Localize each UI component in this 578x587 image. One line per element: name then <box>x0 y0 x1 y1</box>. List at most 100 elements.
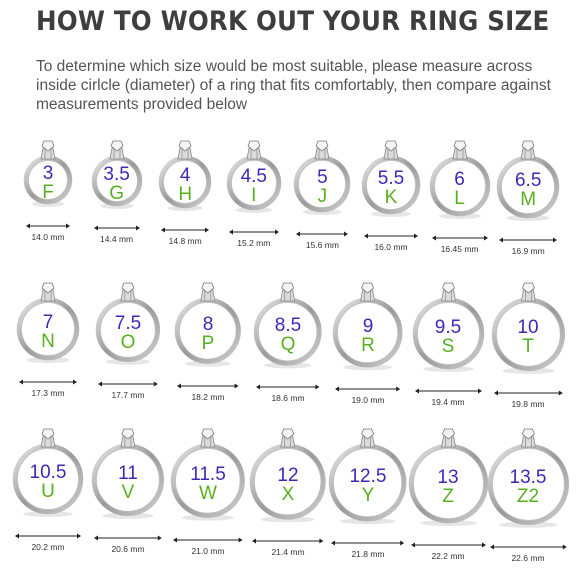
diameter-label: 20.2 mm <box>31 542 65 552</box>
diameter-arrow-icon <box>410 542 486 548</box>
ring-with-diamond-icon <box>429 140 490 219</box>
ring-with-diamond-icon <box>174 282 242 367</box>
ring-size-letter: S <box>441 335 455 357</box>
ring-size-number: 4.5 <box>240 166 267 187</box>
ring-with-diamond-icon <box>226 140 282 213</box>
ring-size-number: 6.5 <box>514 170 542 191</box>
diameter-arrow-icon <box>19 379 77 385</box>
ring-with-diamond-icon <box>250 428 326 523</box>
ring-size-item: 3.5 G 14.4 mm <box>88 140 146 262</box>
ring-size-item: 5.5 K 16.0 mm <box>358 140 424 270</box>
ring-with-diamond-icon <box>170 428 246 521</box>
ring-size-item: 6 L 16.45 mm <box>426 140 494 272</box>
ring-size-letter: I <box>251 185 257 206</box>
ring-with-diamond-icon <box>95 282 161 365</box>
ring-size-item: 7 N 17.3 mm <box>13 282 83 416</box>
diameter-label: 14.4 mm <box>100 234 134 244</box>
diameter-label: 17.7 mm <box>111 389 145 400</box>
ring-size-number: 7.5 <box>114 312 142 334</box>
ring-size-letter: L <box>454 188 465 209</box>
ring-size-item: 8.5 Q 18.6 mm <box>250 282 325 421</box>
diameter-arrow-icon <box>489 544 567 550</box>
ring-size-number: 13.5 <box>509 467 547 489</box>
diameter-label: 15.2 mm <box>237 238 271 248</box>
ring-size-item: 12.5 Y 21.8 mm <box>325 428 410 577</box>
ring-with-diamond-icon <box>12 428 84 517</box>
diameter-label: 15.6 mm <box>305 240 339 250</box>
ring-size-item: 11 V 20.6 mm <box>88 428 168 572</box>
ring-size-number: 11.5 <box>190 463 226 485</box>
diameter-arrow-icon <box>414 388 482 394</box>
diameter-arrow-icon <box>173 537 243 543</box>
ring-with-diamond-icon <box>408 428 488 526</box>
ring-size-number: 6 <box>454 169 465 190</box>
diameter-arrow-icon <box>26 223 70 229</box>
ring-size-letter: V <box>121 481 135 503</box>
diameter-label: 18.2 mm <box>191 391 225 402</box>
ring-size-item: 6.5 M 16.9 mm <box>493 140 563 274</box>
ring-size-number: 4 <box>179 165 191 186</box>
ring-size-item: 11.5 W 21.0 mm <box>167 428 249 574</box>
diameter-label: 22.2 mm <box>431 551 465 561</box>
diameter-arrow-icon <box>228 229 279 235</box>
diameter-arrow-icon <box>177 383 239 389</box>
ring-with-diamond-icon <box>91 428 165 519</box>
ring-size-number: 9.5 <box>434 316 462 338</box>
ring-size-item: 3 F 14.0 mm <box>20 140 76 260</box>
ring-size-letter: Z2 <box>516 486 540 508</box>
ring-with-diamond-icon <box>158 140 212 211</box>
ring-with-diamond-icon <box>487 428 569 528</box>
ring-size-number: 13 <box>437 466 459 488</box>
ring-size-item: 12 X 21.4 mm <box>246 428 329 575</box>
diameter-arrow-icon <box>256 384 320 390</box>
diameter-arrow-icon <box>431 235 488 241</box>
ring-size-item: 13.5 Z2 22.6 mm <box>484 428 573 581</box>
ring-with-diamond-icon <box>16 282 80 363</box>
ring-size-letter: G <box>109 183 124 204</box>
diameter-label: 20.6 mm <box>111 543 145 554</box>
ring-size-letter: Y <box>361 484 375 506</box>
ring-size-number: 5 <box>317 167 328 188</box>
ring-size-letter: N <box>41 331 55 352</box>
diameter-label: 18.6 mm <box>271 393 305 404</box>
diameter-label: 19.4 mm <box>431 397 465 407</box>
diameter-arrow-icon <box>252 538 324 544</box>
ring-size-letter: T <box>522 336 534 358</box>
ring-size-number: 11 <box>118 462 138 484</box>
diameter-label: 14.8 mm <box>168 236 202 246</box>
ring-size-letter: F <box>42 182 54 203</box>
diameter-label: 16.9 mm <box>511 246 545 256</box>
intro-text: To determine which size would be most su… <box>36 58 551 113</box>
ring-size-item: 7.5 O 17.7 mm <box>92 282 164 418</box>
ring-size-number: 12 <box>277 464 299 486</box>
ring-size-item: 5 J 15.6 mm <box>290 140 354 268</box>
ring-size-letter: M <box>520 189 537 210</box>
ring-size-number: 5.5 <box>377 168 405 189</box>
ring-size-item: 13 Z 22.2 mm <box>405 428 492 579</box>
ring-with-diamond-icon <box>361 140 421 217</box>
ring-with-diamond-icon <box>23 140 73 207</box>
ring-size-letter: P <box>201 332 215 354</box>
ring-size-letter: J <box>317 186 328 207</box>
diameter-arrow-icon <box>94 535 162 541</box>
diameter-arrow-icon <box>296 231 349 237</box>
ring-with-diamond-icon <box>329 428 407 525</box>
ring-with-diamond-icon <box>412 282 484 372</box>
diameter-label: 19.8 mm <box>511 398 545 409</box>
diameter-label: 16.0 mm <box>374 242 408 252</box>
ring-size-letter: R <box>361 334 375 356</box>
ring-size-number: 3 <box>42 163 54 184</box>
ring-size-item: 9.5 S 19.4 mm <box>409 282 488 425</box>
ring-size-letter: K <box>384 187 398 208</box>
diameter-label: 17.3 mm <box>31 388 65 398</box>
ring-size-item: 4.5 I 15.2 mm <box>223 140 285 266</box>
diameter-label: 21.0 mm <box>191 545 225 556</box>
ring-size-number: 9 <box>362 315 374 337</box>
diameter-label: 22.6 mm <box>511 552 545 563</box>
ring-size-letter: H <box>178 184 193 205</box>
diameter-label: 16.45 mm <box>440 244 479 254</box>
ring-with-diamond-icon <box>91 140 142 209</box>
diameter-arrow-icon <box>93 225 140 231</box>
ring-size-number: 8.5 <box>274 314 302 336</box>
diameter-label: 19.0 mm <box>351 395 385 406</box>
